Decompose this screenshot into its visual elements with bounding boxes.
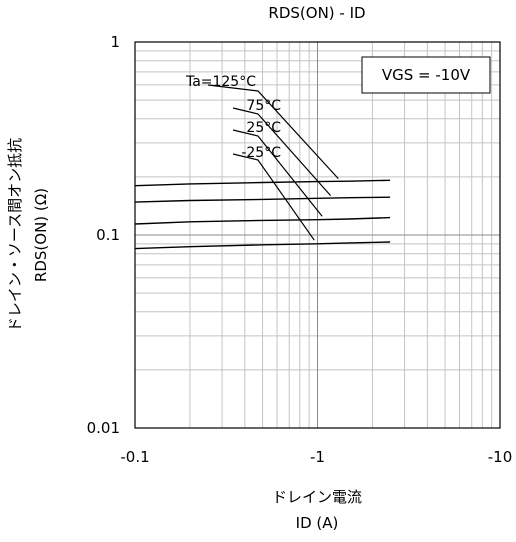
series-leader-line <box>232 153 315 241</box>
x-tick-labels: -0.1 -1 -10 <box>120 448 512 466</box>
series-line <box>134 241 391 250</box>
series-label: -25°C <box>241 145 281 161</box>
x-axis-label-line2: ID (A) <box>296 514 339 532</box>
x-tick-label: -10 <box>488 448 513 466</box>
x-tick-label: -1 <box>310 448 325 466</box>
series-leader-lines <box>207 84 339 241</box>
series-line <box>134 179 391 187</box>
series-leader-line <box>232 129 323 217</box>
series-label: 25°C <box>246 120 281 136</box>
series-labels: Ta=125°C 75°C 25°C -25°C <box>185 74 281 161</box>
y-tick-label: 0.01 <box>87 419 120 437</box>
condition-box: VGS = -10V <box>361 56 491 94</box>
series-leader-line <box>232 107 332 197</box>
series-label: 75°C <box>246 98 281 114</box>
series-line <box>134 216 391 225</box>
series-layer <box>134 179 391 250</box>
x-tick-label: -0.1 <box>120 448 149 466</box>
series-label: Ta=125°C <box>185 74 256 90</box>
chart-title: RDS(ON) - ID <box>268 4 365 22</box>
series-leader-line <box>207 84 339 180</box>
plot-area-frame <box>134 41 501 429</box>
y-axis-label-line1: ドレイン・ソース間オン抵抗 <box>6 138 24 332</box>
y-tick-label: 0.1 <box>96 226 120 244</box>
y-tick-labels: 0.01 0.1 1 <box>87 33 120 437</box>
y-tick-label: 1 <box>110 33 120 51</box>
series-line <box>134 196 391 203</box>
x-axis-label-line1: ドレイン電流 <box>272 488 362 506</box>
y-axis-label-line2: RDS(ON) (Ω) <box>32 188 50 282</box>
condition-box-frame <box>361 56 491 94</box>
condition-label: VGS = -10V <box>382 66 471 84</box>
